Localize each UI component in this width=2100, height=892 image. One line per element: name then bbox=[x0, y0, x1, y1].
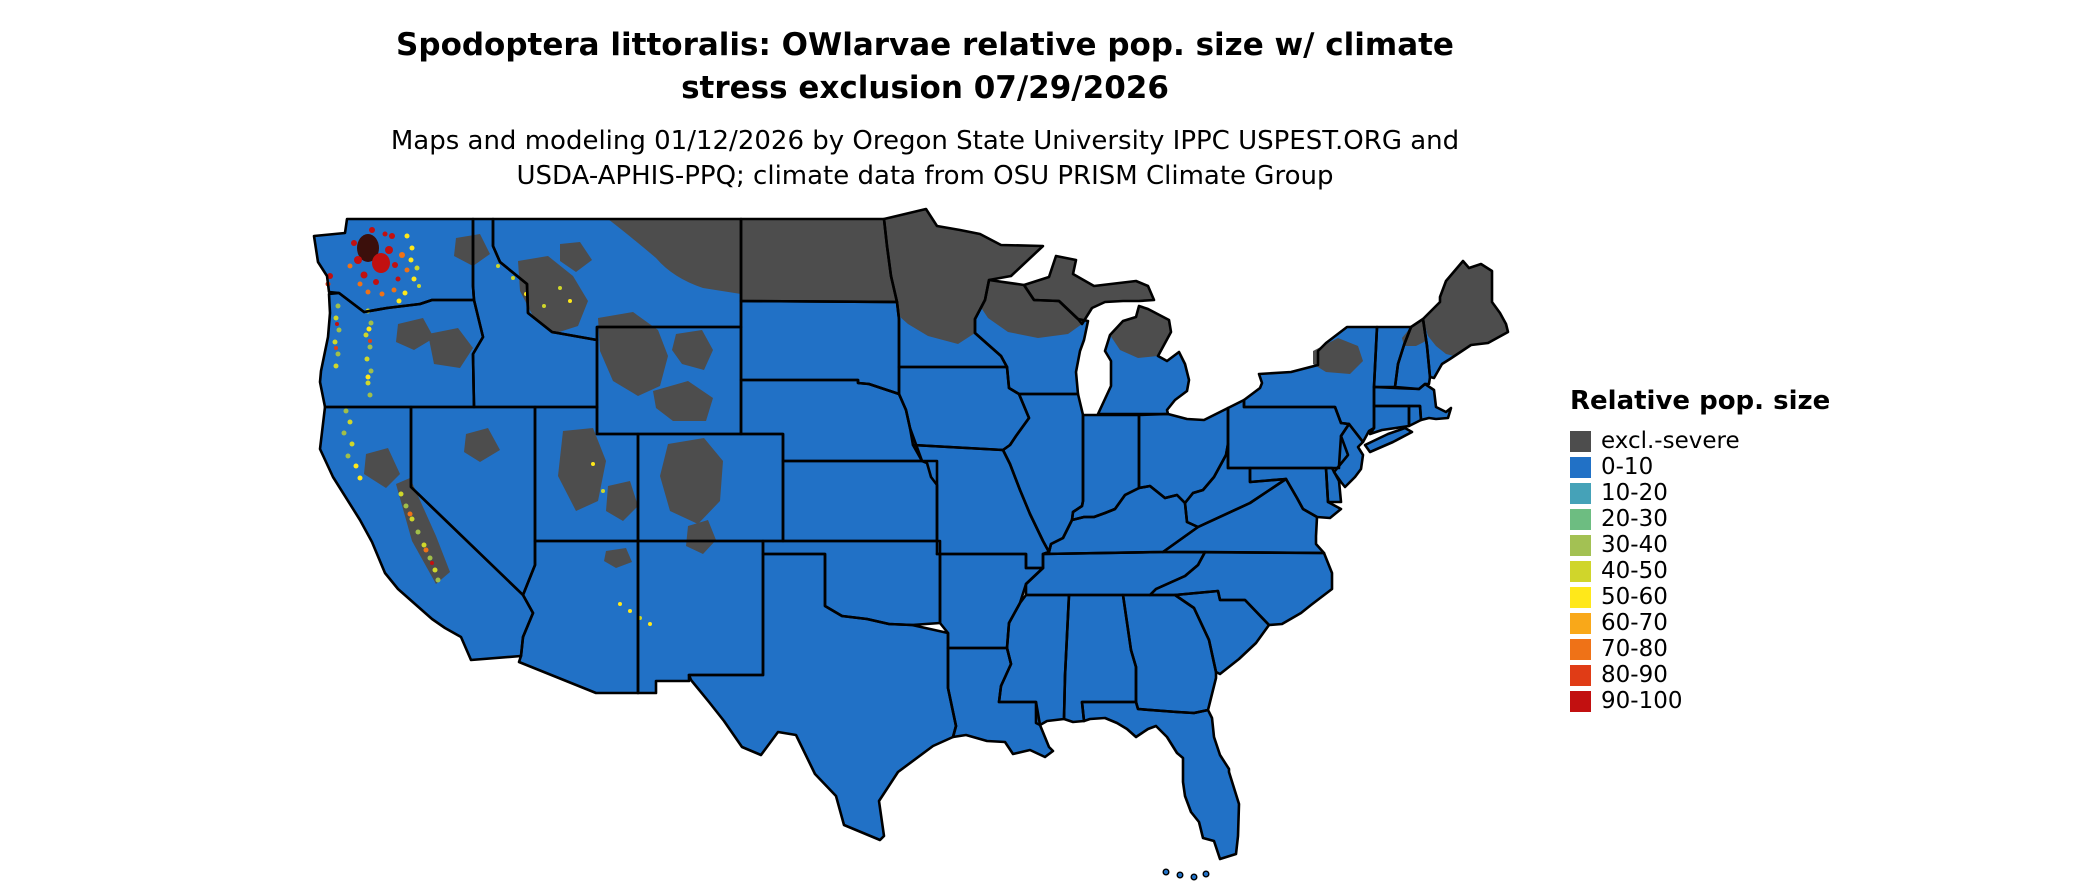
legend-entry: 90-100 bbox=[1570, 688, 1850, 714]
legend-swatch bbox=[1570, 534, 1591, 556]
state-new-mexico bbox=[638, 541, 763, 693]
legend: Relative pop. size excl.-severe 0-10 10-20… bbox=[1570, 386, 1850, 714]
legend-entry: 40-50 bbox=[1570, 558, 1850, 584]
legend-swatch bbox=[1570, 482, 1591, 504]
legend-swatch bbox=[1570, 664, 1591, 686]
florida-keys bbox=[1162, 868, 1210, 881]
page-subtitle-line1: Maps and modeling 01/12/2026 by Oregon S… bbox=[390, 126, 1460, 156]
legend-entry: 70-80 bbox=[1570, 636, 1850, 662]
us-map bbox=[308, 206, 1513, 884]
header: Spodoptera littoralis: OWlarvae relative… bbox=[0, 24, 1850, 194]
exclusion-severe-layer bbox=[364, 209, 1508, 584]
hotspot-layer bbox=[325, 227, 652, 626]
state-pennsylvania bbox=[1228, 400, 1349, 468]
legend-swatch bbox=[1570, 508, 1591, 530]
legend-swatch bbox=[1570, 430, 1591, 452]
legend-entry: 20-30 bbox=[1570, 506, 1850, 532]
legend-entry-label: 80-90 bbox=[1601, 662, 1668, 688]
legend-entry-label: 0-10 bbox=[1601, 454, 1654, 480]
legend-swatch bbox=[1570, 690, 1591, 712]
state-kansas bbox=[783, 461, 937, 541]
legend-title: Relative pop. size bbox=[1570, 386, 1831, 416]
legend-entry-label: 60-70 bbox=[1601, 610, 1668, 636]
legend-entry: 80-90 bbox=[1570, 662, 1850, 688]
legend-entry: 60-70 bbox=[1570, 610, 1850, 636]
page-subtitle: Maps and modeling 01/12/2026 by Oregon S… bbox=[0, 124, 1850, 194]
page-subtitle-line2: USDA-APHIS-PPQ; climate data from OSU PR… bbox=[516, 161, 1334, 191]
legend-entry: 30-40 bbox=[1570, 532, 1850, 558]
legend-entry-label: 20-30 bbox=[1601, 506, 1668, 532]
legend-entry: 0-10 bbox=[1570, 454, 1850, 480]
legend-entry-label: 10-20 bbox=[1601, 480, 1668, 506]
legend-entry-label: 50-60 bbox=[1601, 584, 1668, 610]
legend-swatch bbox=[1570, 638, 1591, 660]
legend-entry-label: 90-100 bbox=[1601, 688, 1683, 714]
legend-entry-label: 30-40 bbox=[1601, 532, 1668, 558]
legend-entry: 10-20 bbox=[1570, 480, 1850, 506]
legend-entry: excl.-severe bbox=[1570, 428, 1850, 454]
legend-entry-label: excl.-severe bbox=[1601, 428, 1740, 454]
legend-entries: excl.-severe 0-10 10-20 20-30 30-40 40-50 50-6… bbox=[1570, 428, 1850, 714]
legend-entry: 50-60 bbox=[1570, 584, 1850, 610]
legend-swatch bbox=[1570, 560, 1591, 582]
legend-swatch bbox=[1570, 456, 1591, 478]
legend-entry-label: 70-80 bbox=[1601, 636, 1668, 662]
state-florida bbox=[1082, 702, 1239, 859]
page-title-line1: Spodoptera littoralis: OWlarvae relative… bbox=[396, 27, 1454, 63]
legend-swatch bbox=[1570, 612, 1591, 634]
legend-swatch bbox=[1570, 586, 1591, 608]
legend-entry-label: 40-50 bbox=[1601, 558, 1668, 584]
page-title-line2: stress exclusion 07/29/2026 bbox=[681, 70, 1169, 106]
